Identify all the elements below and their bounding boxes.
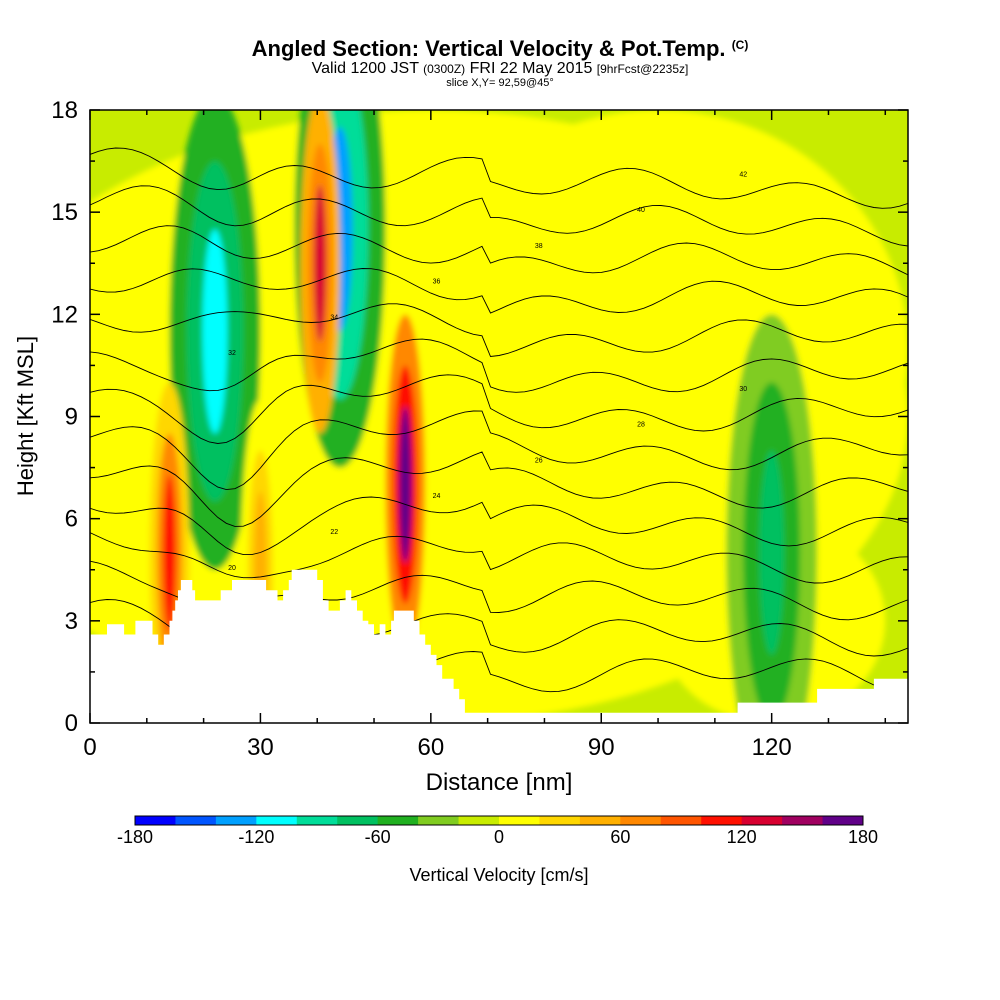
colorbar-swatch xyxy=(135,816,176,825)
colorbar-swatch xyxy=(539,816,581,825)
chart-title-unit: (C) xyxy=(731,38,749,52)
subtitle-utc: (0300Z) xyxy=(423,62,466,76)
downdraft-core xyxy=(202,229,228,434)
colorbar-swatch xyxy=(337,816,379,825)
isentrope-line xyxy=(90,338,908,393)
isentrope-label: 42 xyxy=(739,171,747,178)
colorbar-swatch xyxy=(579,816,621,825)
y-tick-label: 0 xyxy=(65,710,78,737)
isentrope-label: 22 xyxy=(330,529,338,536)
isentrope-line xyxy=(90,451,908,527)
colorbar-tick-label: 0 xyxy=(494,827,504,847)
colorbar-swatch xyxy=(499,816,540,825)
slice-label: slice X,Y= 92,59@45° xyxy=(446,77,554,89)
subtitle-date: FRI 22 May 2015 xyxy=(469,60,593,77)
subtitle-valid: Valid 1200 JST xyxy=(311,60,419,77)
colorbar-swatch xyxy=(458,816,500,825)
isentrope-line xyxy=(90,410,908,491)
isentrope-label: 24 xyxy=(433,493,441,500)
field-band xyxy=(408,110,908,587)
updraft-core xyxy=(313,184,327,342)
colorbar-tick-label: -60 xyxy=(365,827,391,847)
colorbar-label: Vertical Velocity [cm/s] xyxy=(409,865,588,885)
colorbar-swatch xyxy=(418,816,460,825)
colorbar-tick-label: -120 xyxy=(238,827,274,847)
isentrope-label: 38 xyxy=(535,243,543,250)
chart-title-text: Angled Section: Vertical Velocity & Pot.… xyxy=(251,36,726,61)
isentrope-line xyxy=(90,268,908,314)
x-tick-label: 30 xyxy=(247,734,274,761)
colorbar-tick-label: 180 xyxy=(848,827,878,847)
terrain xyxy=(90,569,908,723)
isentrope-line xyxy=(90,496,908,556)
subtitle-forecast: [9hrFcst@2235z] xyxy=(596,62,689,76)
colorbar: -180 -120 -60 0 60 120 180 xyxy=(117,815,878,847)
x-tick-label: 120 xyxy=(752,734,792,761)
isentrope-line xyxy=(90,303,908,357)
colorbar-swatch xyxy=(701,816,743,825)
chart-title: Angled Section: Vertical Velocity & Pot.… xyxy=(0,36,1000,62)
downdraft-core xyxy=(759,450,785,655)
colorbar-swatch xyxy=(822,816,864,825)
x-tick-label: 0 xyxy=(83,734,96,761)
isentrope-label: 40 xyxy=(637,207,645,214)
x-tick-label: 60 xyxy=(417,734,444,761)
y-tick-label: 12 xyxy=(51,301,78,328)
isentrope-label: 32 xyxy=(228,350,236,357)
x-axis-label: Distance [nm] xyxy=(426,769,573,796)
isentrope-line xyxy=(90,532,908,584)
updraft-core xyxy=(399,406,412,563)
isentrope-label: 20 xyxy=(228,565,236,572)
isentrope-line xyxy=(90,225,908,276)
y-axis-label: Height [Kft MSL] xyxy=(13,336,38,496)
chart-subtitle: Valid 1200 JST (0300Z) FRI 22 May 2015 [… xyxy=(0,60,1000,78)
colorbar-tick-label: 120 xyxy=(727,827,757,847)
y-tick-label: 9 xyxy=(65,404,78,431)
isentrope-line xyxy=(90,185,908,247)
colorbar-swatch xyxy=(660,816,702,825)
isentrope-line xyxy=(90,147,908,209)
colorbar-swatch xyxy=(377,816,419,825)
isentrope-label: 28 xyxy=(637,422,645,429)
x-tick-label: 90 xyxy=(588,734,615,761)
colorbar-swatch xyxy=(620,816,662,825)
colorbar-swatch xyxy=(215,816,257,825)
isentrope-label: 36 xyxy=(433,279,441,286)
y-tick-label: 6 xyxy=(65,506,78,533)
colorbar-tick-label: 60 xyxy=(610,827,630,847)
colorbar-tick-label: -180 xyxy=(117,827,153,847)
isentrope-label: 26 xyxy=(535,457,543,464)
colorbar-swatch xyxy=(782,816,824,825)
y-tick-label: 15 xyxy=(51,199,78,226)
y-tick-label: 3 xyxy=(65,608,78,635)
plot-area: 20 22 24 26 28 30 32 34 36 38 40 42 xyxy=(90,110,908,723)
colorbar-swatch xyxy=(175,816,217,825)
colorbar-frame xyxy=(134,815,864,826)
colorbar-swatch xyxy=(296,816,338,825)
isentrope-line xyxy=(90,374,908,444)
isentrope-label: 30 xyxy=(739,386,747,393)
colorbar-swatch xyxy=(256,816,298,825)
colorbar-swatch xyxy=(741,816,783,825)
isentrope-label: 34 xyxy=(330,314,338,321)
field-band xyxy=(481,467,664,706)
y-tick-label: 18 xyxy=(51,97,78,124)
